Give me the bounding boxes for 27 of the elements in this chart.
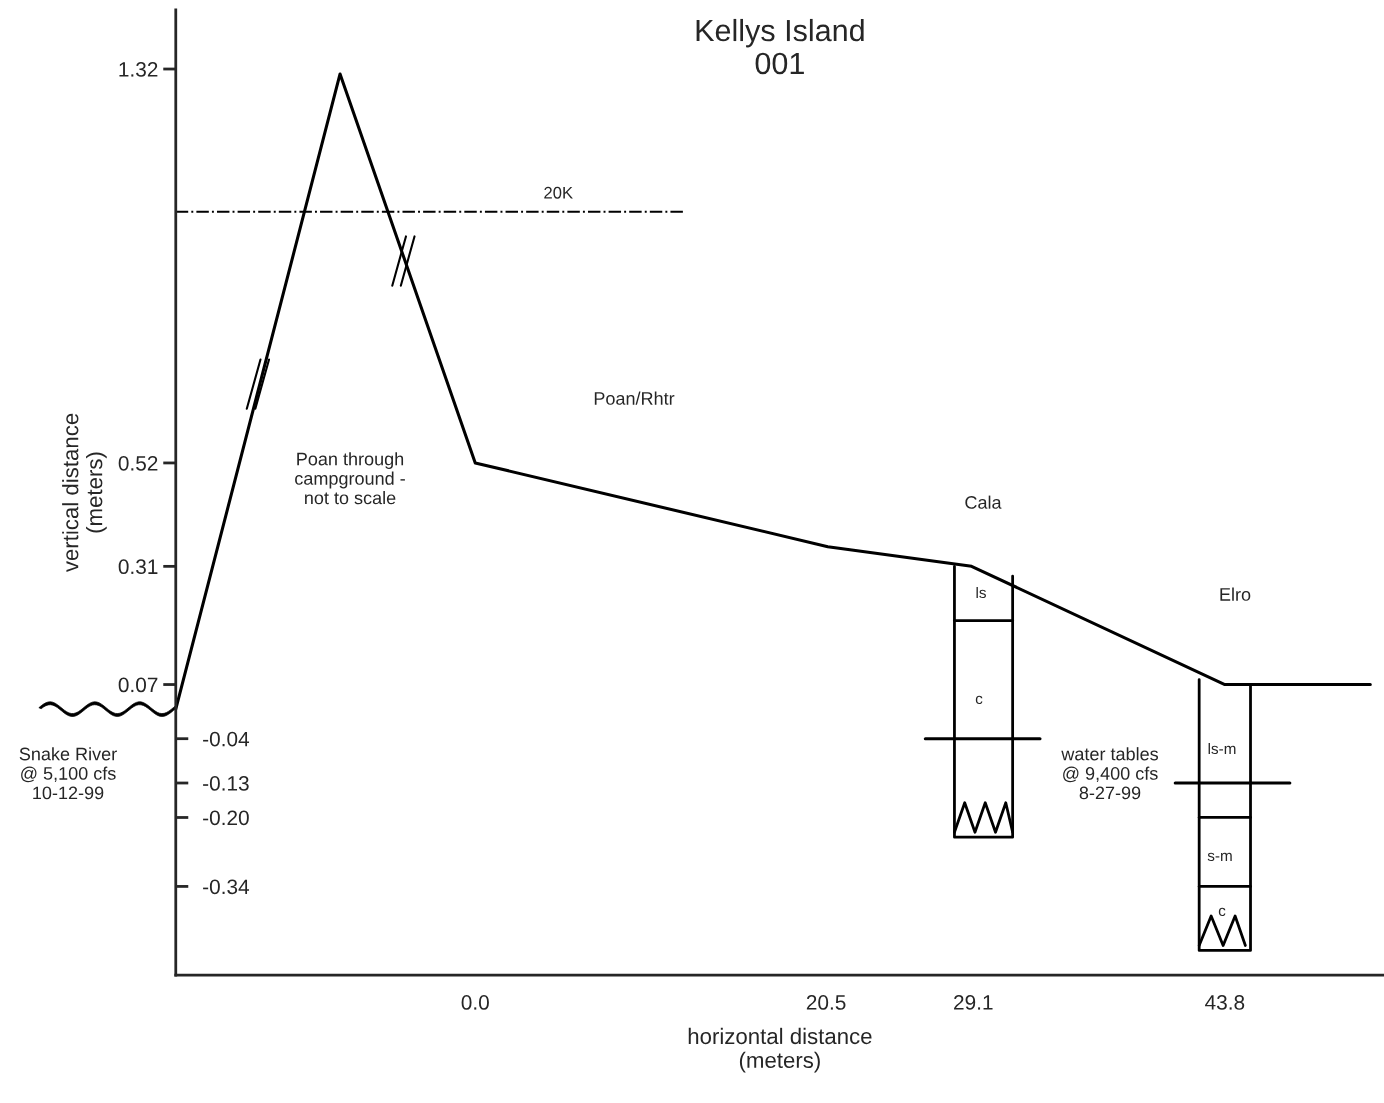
y-tick-label: 0.07	[118, 677, 158, 693]
x-axis-title: horizontal distance (meters)	[688, 1027, 872, 1073]
x-tick-label: 29.1	[954, 995, 993, 1010]
y-axis-title: vertical distance (meters)	[62, 413, 107, 573]
y2-tick-label: -0.04	[203, 731, 250, 747]
annotation: ls	[976, 586, 986, 599]
annotation: c	[1218, 907, 1226, 917]
y-tick-label: 0.31	[118, 559, 158, 575]
series-label: 20K	[544, 186, 573, 199]
text: Kellys Island 001	[696, 18, 864, 75]
y-tick-label: 0.52	[118, 455, 158, 471]
text: Snake River @ 5,100 cfs 10-12-99	[19, 747, 117, 800]
annotation: Poan through campground - not to scale	[295, 452, 405, 505]
annotation: Elro	[1220, 587, 1251, 601]
annotation: s-m	[1207, 852, 1232, 862]
x-tick-label: 43.8	[1205, 995, 1245, 1010]
y2-tick-label: -0.34	[203, 879, 250, 895]
y-tick-label: 1.32	[119, 62, 158, 77]
y2-tick-label: -0.13	[203, 776, 249, 791]
annotation: c	[975, 695, 983, 705]
annotation: water tables @ 9,400 cfs 8-27-99	[1061, 747, 1159, 800]
annotation: ls-m	[1208, 742, 1236, 755]
x-tick-label: 0.0	[461, 995, 489, 1010]
x-tick-label: 20.5	[806, 995, 846, 1010]
annotation: Cala	[965, 495, 1002, 509]
annotation: Poan/Rhtr	[594, 391, 675, 405]
y2-tick-label: -0.20	[203, 810, 249, 826]
